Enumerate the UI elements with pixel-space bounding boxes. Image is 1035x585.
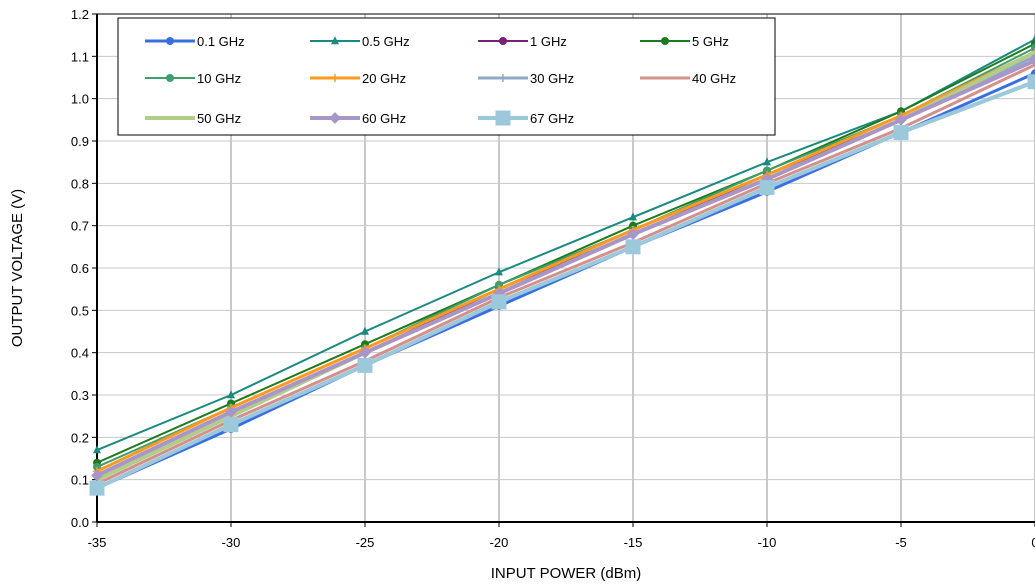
y-tick-label: 0.0 [71,515,89,530]
x-tick-label: -35 [88,535,107,550]
data-point-0_5-ghz [93,445,101,454]
series-67-ghz [89,74,1035,496]
data-point-60-ghz [627,228,639,240]
series-line-60-ghz [96,58,1035,478]
legend-label-20-ghz: 20 GHz [362,71,406,86]
series-60-ghz [91,54,1035,482]
data-point-67-ghz [89,480,105,496]
legend-item-30-ghz: 30 GHz [478,71,574,86]
series-line-5-ghz [96,42,1035,464]
legend-label-30-ghz: 30 GHz [530,71,574,86]
legend-item-20-ghz: 20 GHz [310,71,406,86]
data-point-60-ghz [895,113,907,126]
y-tick-label: 0.6 [71,261,89,276]
data-point-60-ghz [225,406,237,418]
y-tick-label: 0.2 [71,430,89,445]
y-tick-label: 0.9 [71,134,89,149]
data-point-67-ghz [1027,74,1035,90]
series-line-67-ghz [96,79,1035,490]
legend-label-1-ghz: 1 GHz [530,34,567,49]
legend-marker-5-ghz [661,37,669,45]
legend-marker-67-ghz [495,110,511,126]
y-tick-label: 0.1 [71,473,89,488]
data-point-0_5-ghz [629,212,637,221]
data-point-0_5-ghz [361,326,369,335]
legend-marker-60-ghz [329,112,341,124]
legend-item-50-ghz: 50 GHz [145,111,241,126]
data-point-67-ghz [357,357,373,373]
legend-marker-10-ghz [166,74,174,82]
legend-label-0_1-ghz: 0.1 GHz [197,34,245,49]
legend: 0.1 GHz 0.5 GHz 1 GHz 5 GHz 10 GHz 20 GHz 30 G… [117,17,776,136]
y-tick-label: 0.4 [71,346,89,361]
legend-label-0_5-ghz: 0.5 GHz [362,34,410,49]
legend-label-50-ghz: 50 GHz [197,111,241,126]
legend-item-67-ghz: 67 GHz [478,110,574,126]
legend-marker-30-ghz [499,74,507,82]
y-tick-label: 1.1 [71,49,89,64]
legend-item-0_5-ghz: 0.5 GHz [310,34,410,49]
legend-label-60-ghz: 60 GHz [362,111,406,126]
x-tick-label: -10 [758,535,777,550]
data-point-0_5-ghz [227,390,235,399]
y-tick-labels: 0.0 0.1 0.2 0.3 0.4 0.5 0.6 0.7 0.8 0.9 1.0 1.1 1.2 [71,7,89,530]
y-tick-label: 0.7 [71,219,89,234]
legend-marker-0_1-ghz [166,37,174,45]
y-tick-label: 0.8 [71,176,89,191]
legend-marker-1-ghz [499,37,507,45]
legend-marker-0_5-ghz [331,36,339,45]
legend-item-5-ghz: 5 GHz [640,34,729,49]
data-point-67-ghz [759,180,775,196]
series-line-40-ghz [96,63,1035,486]
data-point-67-ghz [893,125,909,141]
data-point-10-ghz [1031,43,1035,52]
legend-label-10-ghz: 10 GHz [197,71,241,86]
y-tick-label: 1.0 [71,92,89,107]
legend-marker-20-ghz [331,74,339,82]
series-40-ghz [96,63,1035,486]
legend-label-67-ghz: 67 GHz [530,111,574,126]
y-tick-label: 0.5 [71,303,89,318]
y-tick-label: 0.3 [71,388,89,403]
x-tick-label: -25 [356,535,375,550]
legend-label-5-ghz: 5 GHz [692,34,729,49]
legend-item-0_1-ghz: 0.1 GHz [145,34,245,49]
legend-item-40-ghz: 40 GHz [640,71,736,86]
legend-label-40-ghz: 40 GHz [692,71,736,86]
series-line-0_5-ghz [96,38,1035,451]
data-point-60-ghz [359,346,371,359]
x-tick-labels: -35 -30 -25 -20 -15 -10 -5 0 [88,535,1035,550]
x-tick-label: -30 [222,535,241,550]
data-point-0_5-ghz [495,267,503,276]
data-point-60-ghz [1029,54,1035,67]
x-tick-label: -20 [490,535,509,550]
x-tick-label: -15 [624,535,643,550]
data-point-60-ghz [91,469,103,482]
x-axis-label: INPUT POWER (dBm) [491,565,642,582]
data-point-67-ghz [625,239,641,255]
data-point-67-ghz [223,417,239,433]
data-point-30-ghz [1031,52,1035,61]
x-tick-label: -5 [895,535,907,550]
x-tick-label: 0 [1031,535,1035,550]
data-point-67-ghz [491,294,507,310]
legend-item-10-ghz: 10 GHz [145,71,241,86]
data-point-0_5-ghz [763,157,771,166]
y-axis-label: OUTPUT VOLTAGE (V) [9,189,26,347]
legend-item-1-ghz: 1 GHz [478,34,567,49]
y-tick-label: 1.2 [71,7,89,22]
legend-item-60-ghz: 60 GHz [310,111,406,126]
series-line-20-ghz [96,50,1035,473]
series-group [89,34,1035,496]
